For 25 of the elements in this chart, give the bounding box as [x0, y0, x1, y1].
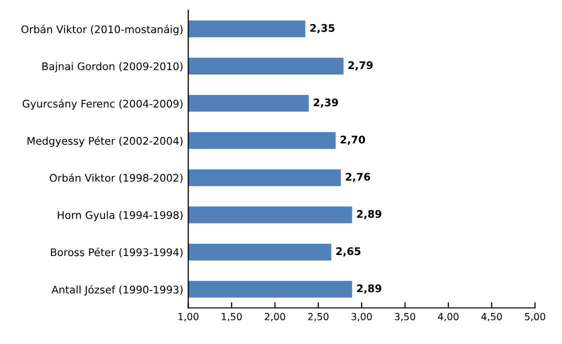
data-label: 2,35	[310, 24, 334, 34]
x-tick-label: 2,00	[264, 312, 286, 322]
y-tick-label: Bajnai Gordon (2009-2010)	[42, 62, 183, 72]
y-tick-label: Antall József (1990-1993)	[52, 285, 183, 296]
x-tick-label: 3,50	[394, 312, 416, 322]
data-label: 2,65	[336, 247, 360, 256]
x-tick-label: 4,50	[481, 312, 502, 322]
x-tick-label: 1,00	[178, 312, 198, 322]
y-tick-label: Boross Péter (1993-1994)	[51, 248, 183, 258]
data-label: 2,89	[357, 210, 382, 220]
y-tick-label: Gyurcsány Ferenc (2004-2009)	[22, 99, 183, 110]
x-tick-label: 3,00	[352, 312, 372, 322]
x-tick-label: 5,00	[524, 312, 546, 322]
y-tick-label: Medgyessy Péter (2002-2004)	[28, 136, 183, 147]
data-label: 2,89	[357, 284, 382, 294]
data-label: 2,39	[314, 98, 338, 108]
x-tick-label: 4,00	[438, 312, 459, 322]
data-label: 2,76	[346, 172, 370, 182]
x-tick-label: 2,50	[308, 312, 328, 322]
y-tick-label: Orbán Viktor (2010-mostanáig)	[21, 24, 183, 36]
x-tick-label: 1,50	[222, 312, 242, 322]
y-tick-label: Orbán Viktor (1998-2002)	[50, 173, 183, 184]
data-label: 2,70	[340, 136, 366, 145]
data-label: 2,79	[348, 61, 373, 70]
y-tick-label: Horn Gyula (1994-1998)	[58, 210, 183, 222]
